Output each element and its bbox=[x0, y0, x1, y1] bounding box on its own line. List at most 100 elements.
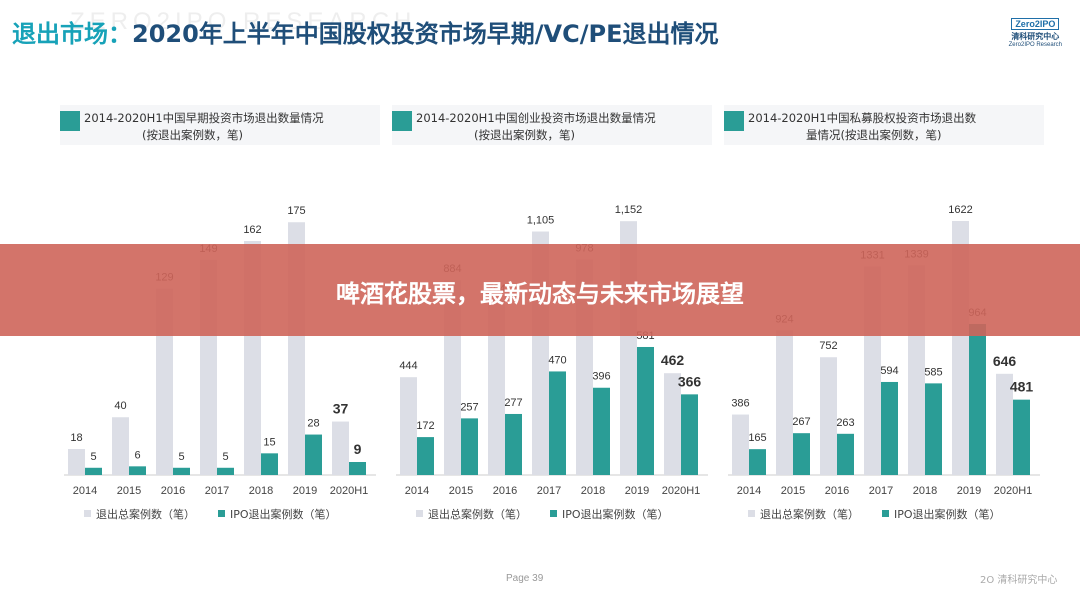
data-label-total: 162 bbox=[243, 224, 261, 236]
bar-ipo bbox=[417, 437, 434, 475]
data-label-total: 1622 bbox=[948, 204, 972, 216]
logo-cn: 清科研究中心 bbox=[1011, 32, 1060, 41]
banner-title: 啤酒花股票，最新动态与未来市场展望 bbox=[336, 280, 744, 308]
data-label-ipo: 28 bbox=[307, 418, 319, 430]
headline-banner: 啤酒花股票，最新动态与未来市场展望 bbox=[0, 244, 1080, 336]
x-tick-label: 2020H1 bbox=[662, 485, 701, 497]
bar-total bbox=[68, 449, 85, 475]
legend-label-ipo: IPO退出案例数（笔） bbox=[894, 507, 1001, 521]
data-label-total: 37 bbox=[333, 401, 349, 417]
data-label-total: 386 bbox=[731, 398, 749, 410]
data-label-total: 1,152 bbox=[615, 204, 643, 216]
chart-title-box: 2014-2020H1中国私募股权投资市场退出数 量情况(按退出案例数，笔) bbox=[724, 105, 1044, 145]
x-tick-label: 2014 bbox=[405, 485, 429, 497]
legend-swatch-ipo bbox=[882, 510, 889, 517]
x-tick-label: 2017 bbox=[205, 485, 229, 497]
data-label-ipo: 396 bbox=[592, 371, 610, 383]
chart-panel-pe: 2014-2020H1中国私募股权投资市场退出数 量情况(按退出案例数，笔) 3… bbox=[724, 100, 1074, 532]
data-label-ipo: 470 bbox=[548, 354, 566, 366]
bar-ipo bbox=[305, 434, 322, 475]
bar-ipo bbox=[1013, 399, 1030, 475]
data-label-total: 1,105 bbox=[527, 215, 555, 227]
x-tick-label: 2014 bbox=[737, 485, 761, 497]
x-tick-label: 2020H1 bbox=[330, 485, 369, 497]
x-tick-label: 2016 bbox=[493, 485, 517, 497]
data-label-total: 646 bbox=[993, 353, 1017, 369]
bar-ipo bbox=[349, 462, 366, 475]
chart-title-line2: (按退出案例数，笔) bbox=[142, 128, 243, 142]
x-tick-label: 2020H1 bbox=[994, 485, 1033, 497]
data-label-ipo: 15 bbox=[263, 436, 275, 448]
brand-logo: Zero2IPO 清科研究中心 Zero2IPO Research bbox=[1009, 12, 1062, 48]
x-tick-label: 2018 bbox=[913, 485, 937, 497]
bar-total bbox=[488, 300, 505, 475]
bar-ipo bbox=[173, 467, 190, 475]
title-marker bbox=[60, 111, 80, 131]
bar-total bbox=[820, 357, 837, 475]
page-number: Page 39 bbox=[506, 573, 544, 584]
bar-total bbox=[732, 414, 749, 475]
title-marker bbox=[724, 111, 744, 131]
data-label-total: 752 bbox=[819, 340, 837, 352]
bar-total bbox=[776, 330, 793, 475]
legend-swatch-total bbox=[748, 510, 755, 517]
chart-title-line2: (按退出案例数，笔) bbox=[474, 128, 575, 142]
legend-label-total: 退出总案例数（笔） bbox=[96, 507, 195, 521]
data-label-ipo: 172 bbox=[416, 420, 434, 432]
data-label-ipo: 594 bbox=[880, 365, 898, 377]
chart-panel-vc: 2014-2020H1中国创业投资市场退出数量情况 (按退出案例数，笔) 444… bbox=[392, 100, 742, 532]
chart-panel-early: 2014-2020H1中国早期投资市场退出数量情况 (按退出案例数，笔) 18 5… bbox=[60, 100, 410, 532]
data-label-ipo: 257 bbox=[460, 401, 478, 413]
bar-ipo bbox=[637, 346, 654, 475]
data-label-total: 444 bbox=[399, 360, 417, 372]
logo-box: Zero2IPO bbox=[1011, 18, 1060, 30]
chart-title-line1: 2014-2020H1中国早期投资市场退出数量情况 bbox=[84, 111, 324, 125]
bar-ipo bbox=[261, 453, 278, 475]
legend-label-total: 退出总案例数（笔） bbox=[428, 507, 527, 521]
bar-ipo bbox=[505, 413, 522, 475]
bar-ipo bbox=[85, 467, 102, 475]
x-tick-label: 2015 bbox=[117, 485, 141, 497]
data-label-ipo: 585 bbox=[924, 366, 942, 378]
legend-swatch-ipo bbox=[550, 510, 557, 517]
bar-total bbox=[664, 373, 681, 475]
x-tick-label: 2019 bbox=[625, 485, 649, 497]
data-label-total: 18 bbox=[70, 432, 82, 444]
data-label-total: 40 bbox=[114, 400, 126, 412]
chart-title-box: 2014-2020H1中国早期投资市场退出数量情况 (按退出案例数，笔) bbox=[60, 105, 380, 145]
x-tick-label: 2015 bbox=[781, 485, 805, 497]
data-label-ipo: 481 bbox=[1010, 379, 1034, 395]
x-tick-label: 2016 bbox=[161, 485, 185, 497]
footer-logo: 2O 清科研究中心 bbox=[980, 575, 1058, 586]
legend-label-ipo: IPO退出案例数（笔） bbox=[230, 507, 337, 521]
data-label-total: 462 bbox=[661, 352, 685, 368]
chart-title: 2014-2020H1中国创业投资市场退出数量情况 (按退出案例数，笔) bbox=[416, 110, 712, 144]
data-label-ipo: 6 bbox=[134, 449, 140, 461]
bar-ipo bbox=[925, 383, 942, 475]
bar-ipo bbox=[217, 467, 234, 475]
slide-title: 退出市场：2020年上半年中国股权投资市场早期/VC/PE退出情况 bbox=[12, 14, 719, 49]
data-label-ipo: 5 bbox=[178, 451, 184, 463]
legend-swatch-total bbox=[416, 510, 423, 517]
x-tick-label: 2015 bbox=[449, 485, 473, 497]
bar-ipo bbox=[549, 371, 566, 475]
legend-swatch-ipo bbox=[218, 510, 225, 517]
bar-total bbox=[112, 417, 129, 475]
data-label-ipo: 9 bbox=[354, 441, 362, 457]
chart-title-line1: 2014-2020H1中国创业投资市场退出数量情况 bbox=[416, 111, 656, 125]
data-label-ipo: 165 bbox=[748, 432, 766, 444]
legend-label-ipo: IPO退出案例数（笔） bbox=[562, 507, 669, 521]
bar-ipo bbox=[793, 433, 810, 475]
chart-svg-early: 1852014406201512952016149520171621520181… bbox=[64, 205, 376, 521]
chart-title-line2: 量情况(按退出案例数，笔) bbox=[806, 128, 942, 142]
data-label-ipo: 5 bbox=[90, 451, 96, 463]
x-tick-label: 2017 bbox=[537, 485, 561, 497]
data-label-ipo: 263 bbox=[836, 417, 854, 429]
data-label-total: 175 bbox=[287, 205, 305, 217]
bar-ipo bbox=[681, 394, 698, 475]
bar-total bbox=[996, 373, 1013, 475]
bar-total bbox=[332, 421, 349, 475]
title-marker bbox=[392, 111, 412, 131]
bar-ipo bbox=[969, 324, 986, 475]
bar-ipo bbox=[881, 381, 898, 475]
